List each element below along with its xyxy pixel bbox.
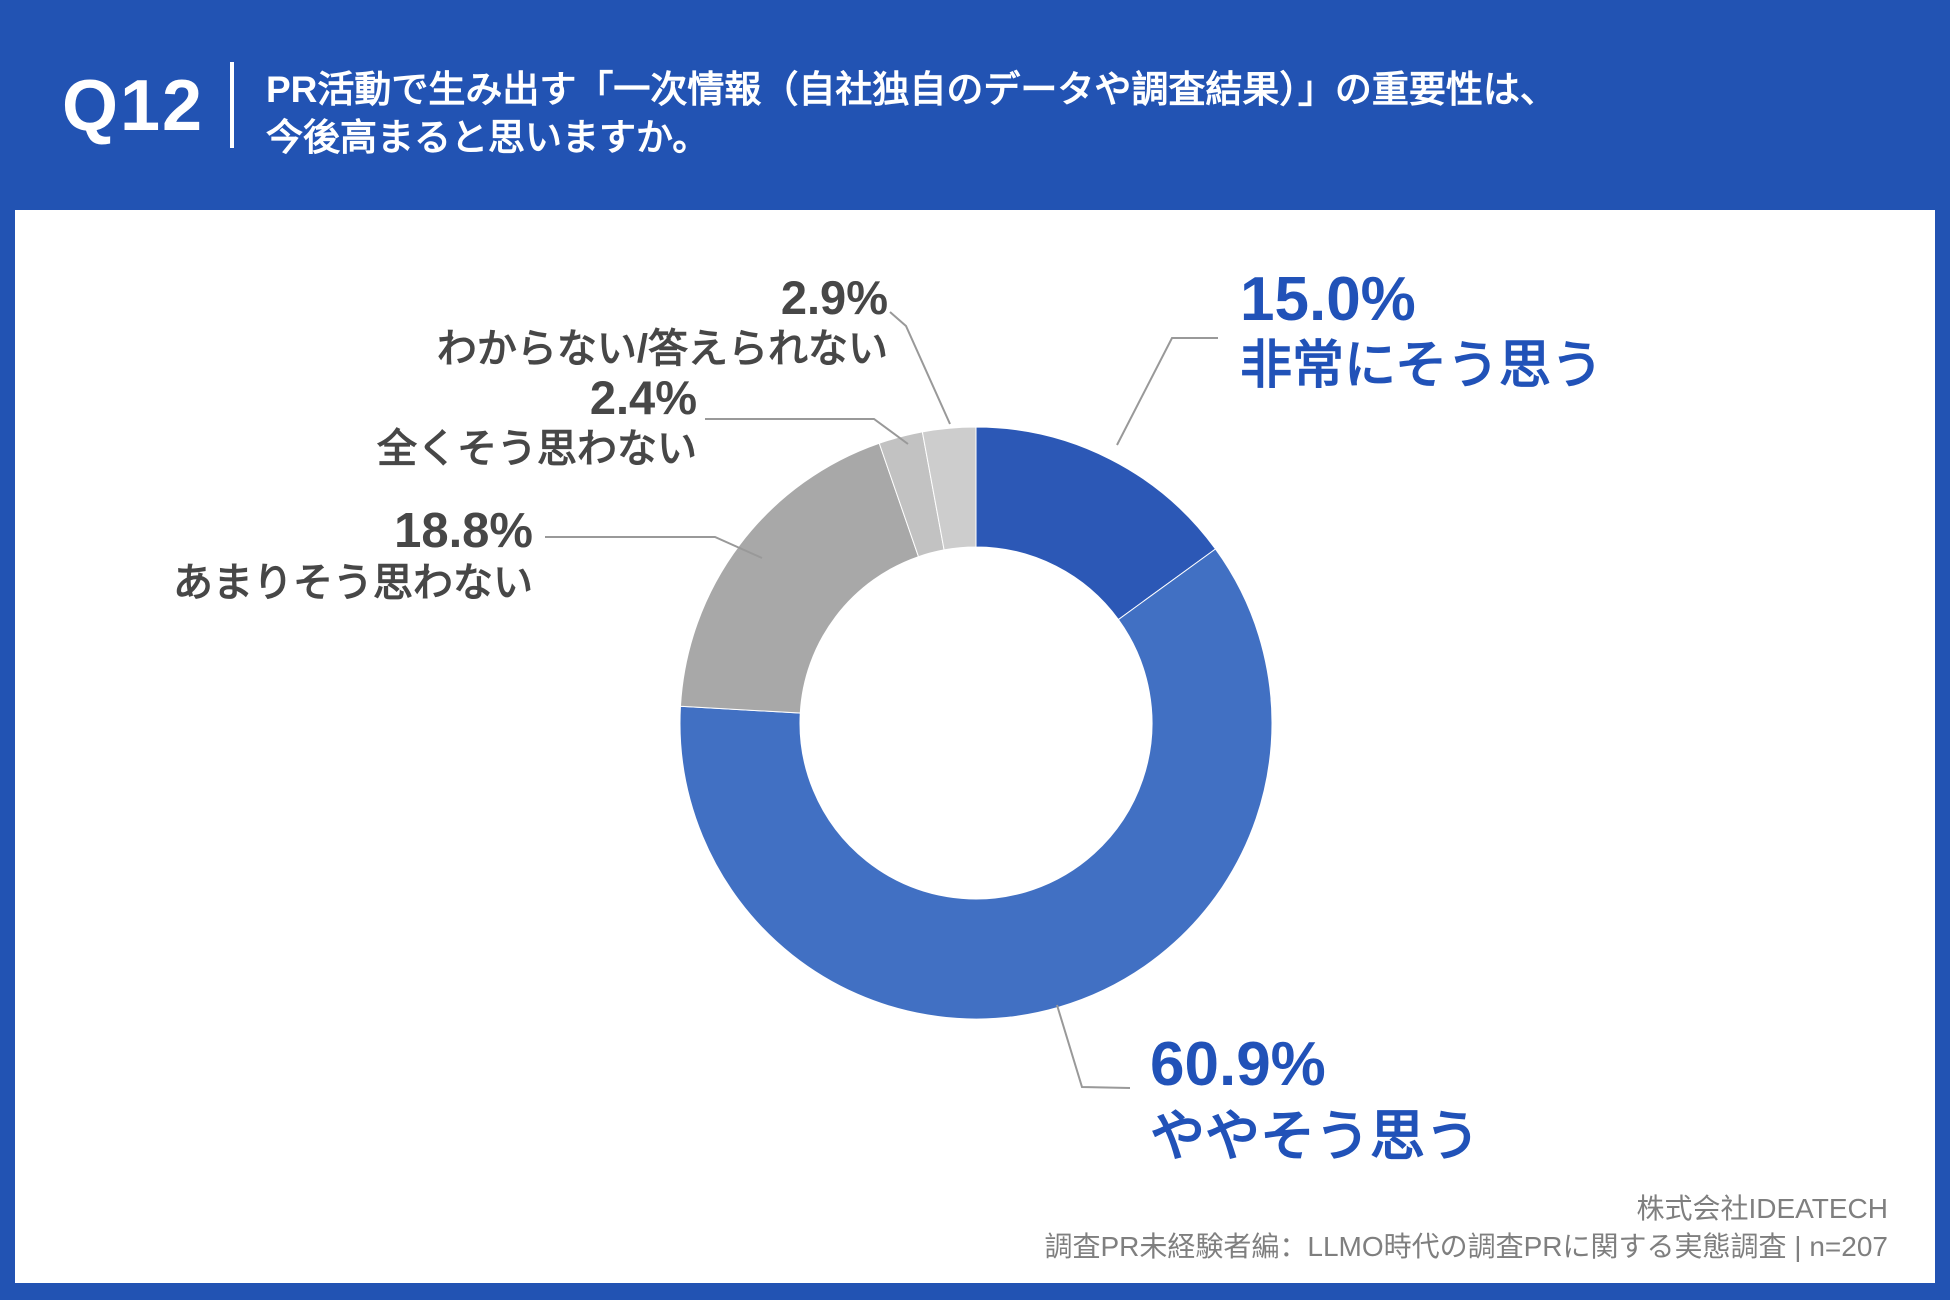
callout-dont-know: 2.9% わからない/答えられない <box>437 272 888 374</box>
callout-somewhat-disagree: 18.8% あまりそう思わない <box>173 504 533 608</box>
callout-somewhat-disagree-label: あまりそう思わない <box>173 561 533 605</box>
callout-strongly-agree-label: 非常にそう思う <box>1240 337 1603 395</box>
leader-line-somewhat-disagree <box>545 536 763 559</box>
callout-dont-know-label: わからない/答えられない <box>436 327 888 371</box>
donut-segment-2 <box>679 442 920 714</box>
question-number: Q12 <box>62 66 205 146</box>
donut-segment-1 <box>679 548 1273 1020</box>
footer-company: 株式会社IDEATECH <box>1636 1193 1889 1224</box>
callout-somewhat-agree-value: 60.9% <box>1150 1030 1326 1099</box>
callout-strongly-disagree-value: 2.4% <box>589 371 697 424</box>
question-title-line2: 今後高まると思いますか。 <box>266 117 710 158</box>
callout-strongly-agree-value: 15.0% <box>1240 265 1416 334</box>
donut-segments <box>679 426 1273 1020</box>
leader-line-somewhat-agree <box>1056 1004 1131 1089</box>
question-title-line1: PR活動で生み出す「一次情報（自社独自のデータや調査結果）」の重要性は、 <box>266 69 1557 110</box>
callout-dont-know-value: 2.9% <box>780 271 888 324</box>
leader-line-strongly-disagree <box>705 418 909 445</box>
donut-segment-4 <box>921 426 977 551</box>
footer-source: 調査PR未経験者編：LLMO時代の調査PRに関する実態調査 | n=207 <box>1044 1231 1888 1262</box>
question-title: PR活動で生み出す「一次情報（自社独自のデータや調査結果）」の重要性は、 今後高… <box>266 66 1557 162</box>
chart-panel <box>15 210 1935 1283</box>
leader-line-dont-know <box>889 311 951 425</box>
callout-somewhat-agree: 60.9% ややそう思う <box>1150 1030 1480 1172</box>
header-separator <box>230 62 234 148</box>
leader-lines <box>545 311 1218 1089</box>
callout-strongly-agree: 15.0% 非常にそう思う <box>1240 266 1603 398</box>
footer-credit: 株式会社IDEATECH 調査PR未経験者編：LLMO時代の調査PRに関する実態… <box>1044 1190 1888 1266</box>
callout-strongly-disagree: 2.4% 全くそう思わない <box>377 372 697 474</box>
callout-somewhat-agree-label: ややそう思う <box>1150 1105 1481 1167</box>
callout-strongly-disagree-label: 全くそう思わない <box>377 427 697 471</box>
leader-line-strongly-agree <box>1116 337 1218 446</box>
callout-somewhat-disagree-value: 18.8% <box>394 504 533 558</box>
